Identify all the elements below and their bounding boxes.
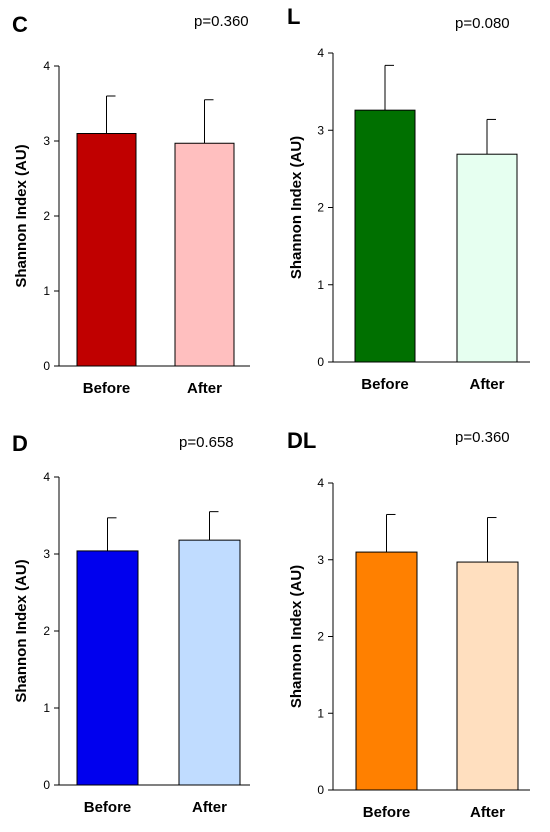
y-tick-label: 1 (43, 284, 50, 298)
x-tick-label-before: Before (84, 799, 132, 816)
y-tick-label: 4 (317, 46, 324, 60)
bar-after (178, 539, 241, 786)
y-tick-label: 2 (317, 630, 324, 644)
p-value: p=0.360 (455, 429, 510, 446)
y-tick-label: 1 (43, 701, 50, 715)
panel-label: D (12, 431, 28, 456)
y-tick-label: 3 (317, 123, 324, 137)
y-axis-label: Shannon Index (AU) (288, 565, 305, 708)
x-tick-label-after: After (469, 376, 504, 393)
bar-after (456, 153, 518, 363)
y-axis-label: Shannon Index (AU) (13, 144, 30, 287)
x-tick-label-after: After (192, 799, 227, 816)
chart-svg: DL p=0.360 Shannon Index (AU) 0 1 2 3 4 Before Af… (287, 428, 530, 821)
y-axis-label: Shannon Index (AU) (288, 136, 305, 279)
p-value: p=0.080 (455, 15, 510, 32)
y-tick-label: 3 (43, 547, 50, 561)
y-tick-label: 2 (43, 209, 50, 223)
x-tick-label-before: Before (83, 380, 131, 397)
y-tick-label: 0 (317, 783, 324, 797)
p-value: p=0.658 (179, 434, 234, 451)
y-tick-label: 1 (317, 278, 324, 292)
panel-label: L (287, 4, 300, 29)
p-value: p=0.360 (194, 13, 249, 30)
panel-dl: DL p=0.360 Shannon Index (AU) 0 1 2 3 4 Before Af… (275, 416, 550, 832)
x-tick-label-before: Before (361, 376, 409, 393)
bar-before (76, 133, 137, 367)
x-tick-label-before: Before (363, 804, 411, 821)
panel-label: C (12, 12, 28, 37)
bar-after (456, 561, 519, 791)
bar-before (354, 109, 416, 363)
bar-after (174, 142, 235, 367)
y-tick-label: 1 (317, 706, 324, 720)
y-tick-label: 0 (43, 359, 50, 373)
bar-before (76, 550, 139, 786)
panel-label: DL (287, 428, 316, 453)
y-tick-label: 0 (317, 355, 324, 369)
y-tick-label: 4 (317, 476, 324, 490)
bar-before (355, 551, 418, 791)
x-tick-label-after: After (187, 380, 222, 397)
y-tick-label: 3 (317, 553, 324, 567)
y-tick-label: 4 (43, 470, 50, 484)
y-tick-label: 2 (317, 201, 324, 215)
y-tick-label: 0 (43, 778, 50, 792)
x-tick-label-after: After (470, 804, 505, 821)
y-tick-label: 4 (43, 59, 50, 73)
y-axis-label: Shannon Index (AU) (13, 559, 30, 702)
y-tick-label: 3 (43, 134, 50, 148)
y-tick-label: 2 (43, 624, 50, 638)
